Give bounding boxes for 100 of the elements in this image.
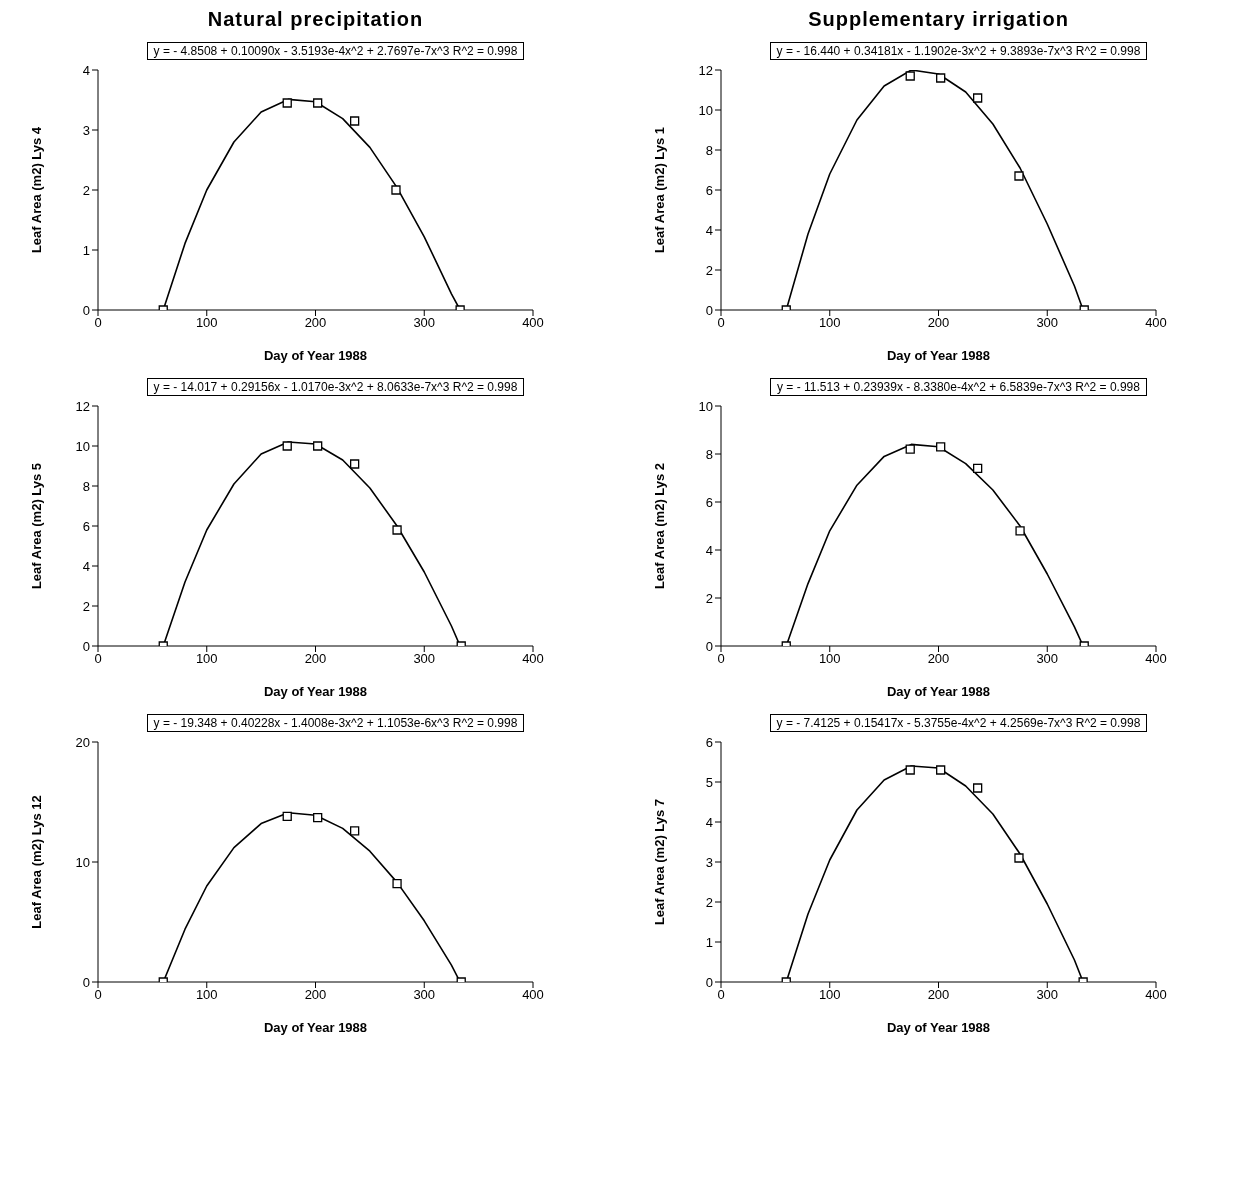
text: y = - 11.513 + 0.23939x - 8.3380e-4x^2 + 6.5839e-7x^3 R^2 = 0.998 <box>770 378 1147 396</box>
y-tick-label: 4 <box>705 814 713 830</box>
y-axis-title: Leaf Area (m2) Lys 4 <box>28 126 44 254</box>
y-tick-label: 10 <box>698 398 713 414</box>
point <box>282 98 292 108</box>
x-tick-label: 0 <box>94 315 102 331</box>
y-tick-label: 12 <box>75 398 90 414</box>
x-tick-label: 400 <box>522 651 544 667</box>
y-tick-label: 10 <box>75 438 90 454</box>
y-tick-label: 2 <box>82 182 90 198</box>
x-tick-label: 400 <box>1145 651 1167 667</box>
point <box>313 812 323 823</box>
y-axis-title: Leaf Area (m2) Lys 1 <box>651 126 667 254</box>
x-tick-label: 0 <box>717 651 725 667</box>
y-axis-title: Leaf Area (m2) Lys 7 <box>651 798 667 926</box>
x-tick-label: 0 <box>94 651 102 667</box>
point <box>973 93 983 103</box>
y-tick-label: 8 <box>705 142 713 158</box>
x-tick-label: 300 <box>1036 315 1059 331</box>
point <box>973 783 983 793</box>
y-tick-label: 3 <box>705 854 713 870</box>
x-tick-label: 200 <box>304 651 327 667</box>
y-tick-label: 1 <box>705 934 713 950</box>
x-axis-title: Day of Year 1988 <box>263 1020 368 1035</box>
point <box>973 463 983 474</box>
y-tick-label: 3 <box>82 122 90 138</box>
text: y = - 19.348 + 0.40228x - 1.4008e-3x^2 + 1.1053e-6x^3 R^2 = 0.998 <box>146 714 525 732</box>
y-tick-label: 0 <box>82 638 90 654</box>
y-tick-label: 6 <box>82 518 90 534</box>
x-tick-label: 400 <box>1145 315 1167 331</box>
x-tick-label: 100 <box>195 315 218 331</box>
x-axis-title: Day of Year 1988 <box>886 348 991 363</box>
text: y = - 4.8508 + 0.10090x - 3.5193e-4x^2 + 2.7697e-7x^3 R^2 = 0.998 <box>146 42 525 60</box>
point <box>282 811 292 822</box>
y-tick-label: 4 <box>705 222 713 238</box>
x-tick-label: 300 <box>413 651 436 667</box>
x-tick-label: 0 <box>94 987 102 1003</box>
text: y = - 14.017 + 0.29156x - 1.0170e-3x^2 + 8.0633e-7x^3 R^2 = 0.998 <box>146 378 525 396</box>
point <box>905 71 915 81</box>
x-tick-label: 300 <box>1036 987 1059 1003</box>
y-tick-label: 2 <box>705 262 713 278</box>
chart-title: Supplementary irrigation <box>807 8 1070 32</box>
point <box>392 878 402 889</box>
x-tick-label: 200 <box>304 987 327 1003</box>
y-tick-label: 0 <box>82 302 90 318</box>
y-tick-label: 4 <box>82 558 90 574</box>
y-tick-label: 6 <box>705 182 713 198</box>
point <box>313 441 323 451</box>
text: y = - 7.4125 + 0.15417x - 5.3755e-4x^2 + 4.2569e-7x^3 R^2 = 0.998 <box>769 714 1148 732</box>
y-axis-title: Leaf Area (m2) Lys 12 <box>28 795 44 929</box>
y-tick-label: 2 <box>82 598 90 614</box>
point <box>1014 171 1024 181</box>
point <box>936 73 946 83</box>
y-tick-label: 12 <box>698 62 713 78</box>
x-tick-label: 100 <box>195 987 218 1003</box>
x-tick-label: 0 <box>717 315 725 331</box>
x-tick-label: 300 <box>1036 651 1059 667</box>
x-axis-title: Day of Year 1988 <box>886 684 991 699</box>
x-tick-label: 100 <box>818 651 841 667</box>
y-tick-label: 4 <box>82 62 90 78</box>
y-tick-label: 4 <box>705 542 713 558</box>
y-tick-label: 2 <box>705 894 713 910</box>
point <box>392 525 402 535</box>
y-tick-label: 10 <box>75 854 90 870</box>
x-tick-label: 200 <box>927 315 950 331</box>
x-axis-title: Day of Year 1988 <box>263 348 368 363</box>
x-tick-label: 200 <box>927 987 950 1003</box>
y-tick-label: 10 <box>698 102 713 118</box>
y-tick-label: 6 <box>705 734 713 750</box>
y-tick-label: 5 <box>705 774 713 790</box>
y-tick-label: 20 <box>75 734 90 750</box>
x-tick-label: 400 <box>1145 987 1167 1003</box>
x-axis-title: Day of Year 1988 <box>263 684 368 699</box>
point <box>350 459 360 469</box>
point <box>905 765 915 775</box>
y-tick-label: 8 <box>705 446 713 462</box>
y-tick-label: 0 <box>705 974 713 990</box>
text: y = - 16.440 + 0.34181x - 1.1902e-3x^2 + 9.3893e-7x^3 R^2 = 0.998 <box>769 42 1148 60</box>
point <box>282 441 292 451</box>
x-tick-label: 300 <box>413 315 436 331</box>
x-tick-label: 200 <box>927 651 950 667</box>
x-tick-label: 100 <box>195 651 218 667</box>
x-tick-label: 400 <box>522 315 544 331</box>
x-tick-label: 100 <box>818 315 841 331</box>
y-axis-title: Leaf Area (m2) Lys 2 <box>651 462 667 590</box>
point <box>936 442 946 452</box>
x-tick-label: 0 <box>717 987 725 1003</box>
point <box>1014 853 1024 863</box>
chart-title: Natural precipitation <box>206 8 425 32</box>
y-tick-label: 1 <box>82 242 90 258</box>
x-tick-label: 400 <box>522 987 544 1003</box>
point <box>391 185 401 195</box>
point <box>350 826 360 836</box>
y-tick-label: 2 <box>705 590 713 606</box>
x-tick-label: 300 <box>413 987 436 1003</box>
point <box>350 116 360 126</box>
point <box>936 765 946 775</box>
y-tick-label: 8 <box>82 478 90 494</box>
point <box>313 98 323 108</box>
x-axis-title: Day of Year 1988 <box>886 1020 991 1035</box>
